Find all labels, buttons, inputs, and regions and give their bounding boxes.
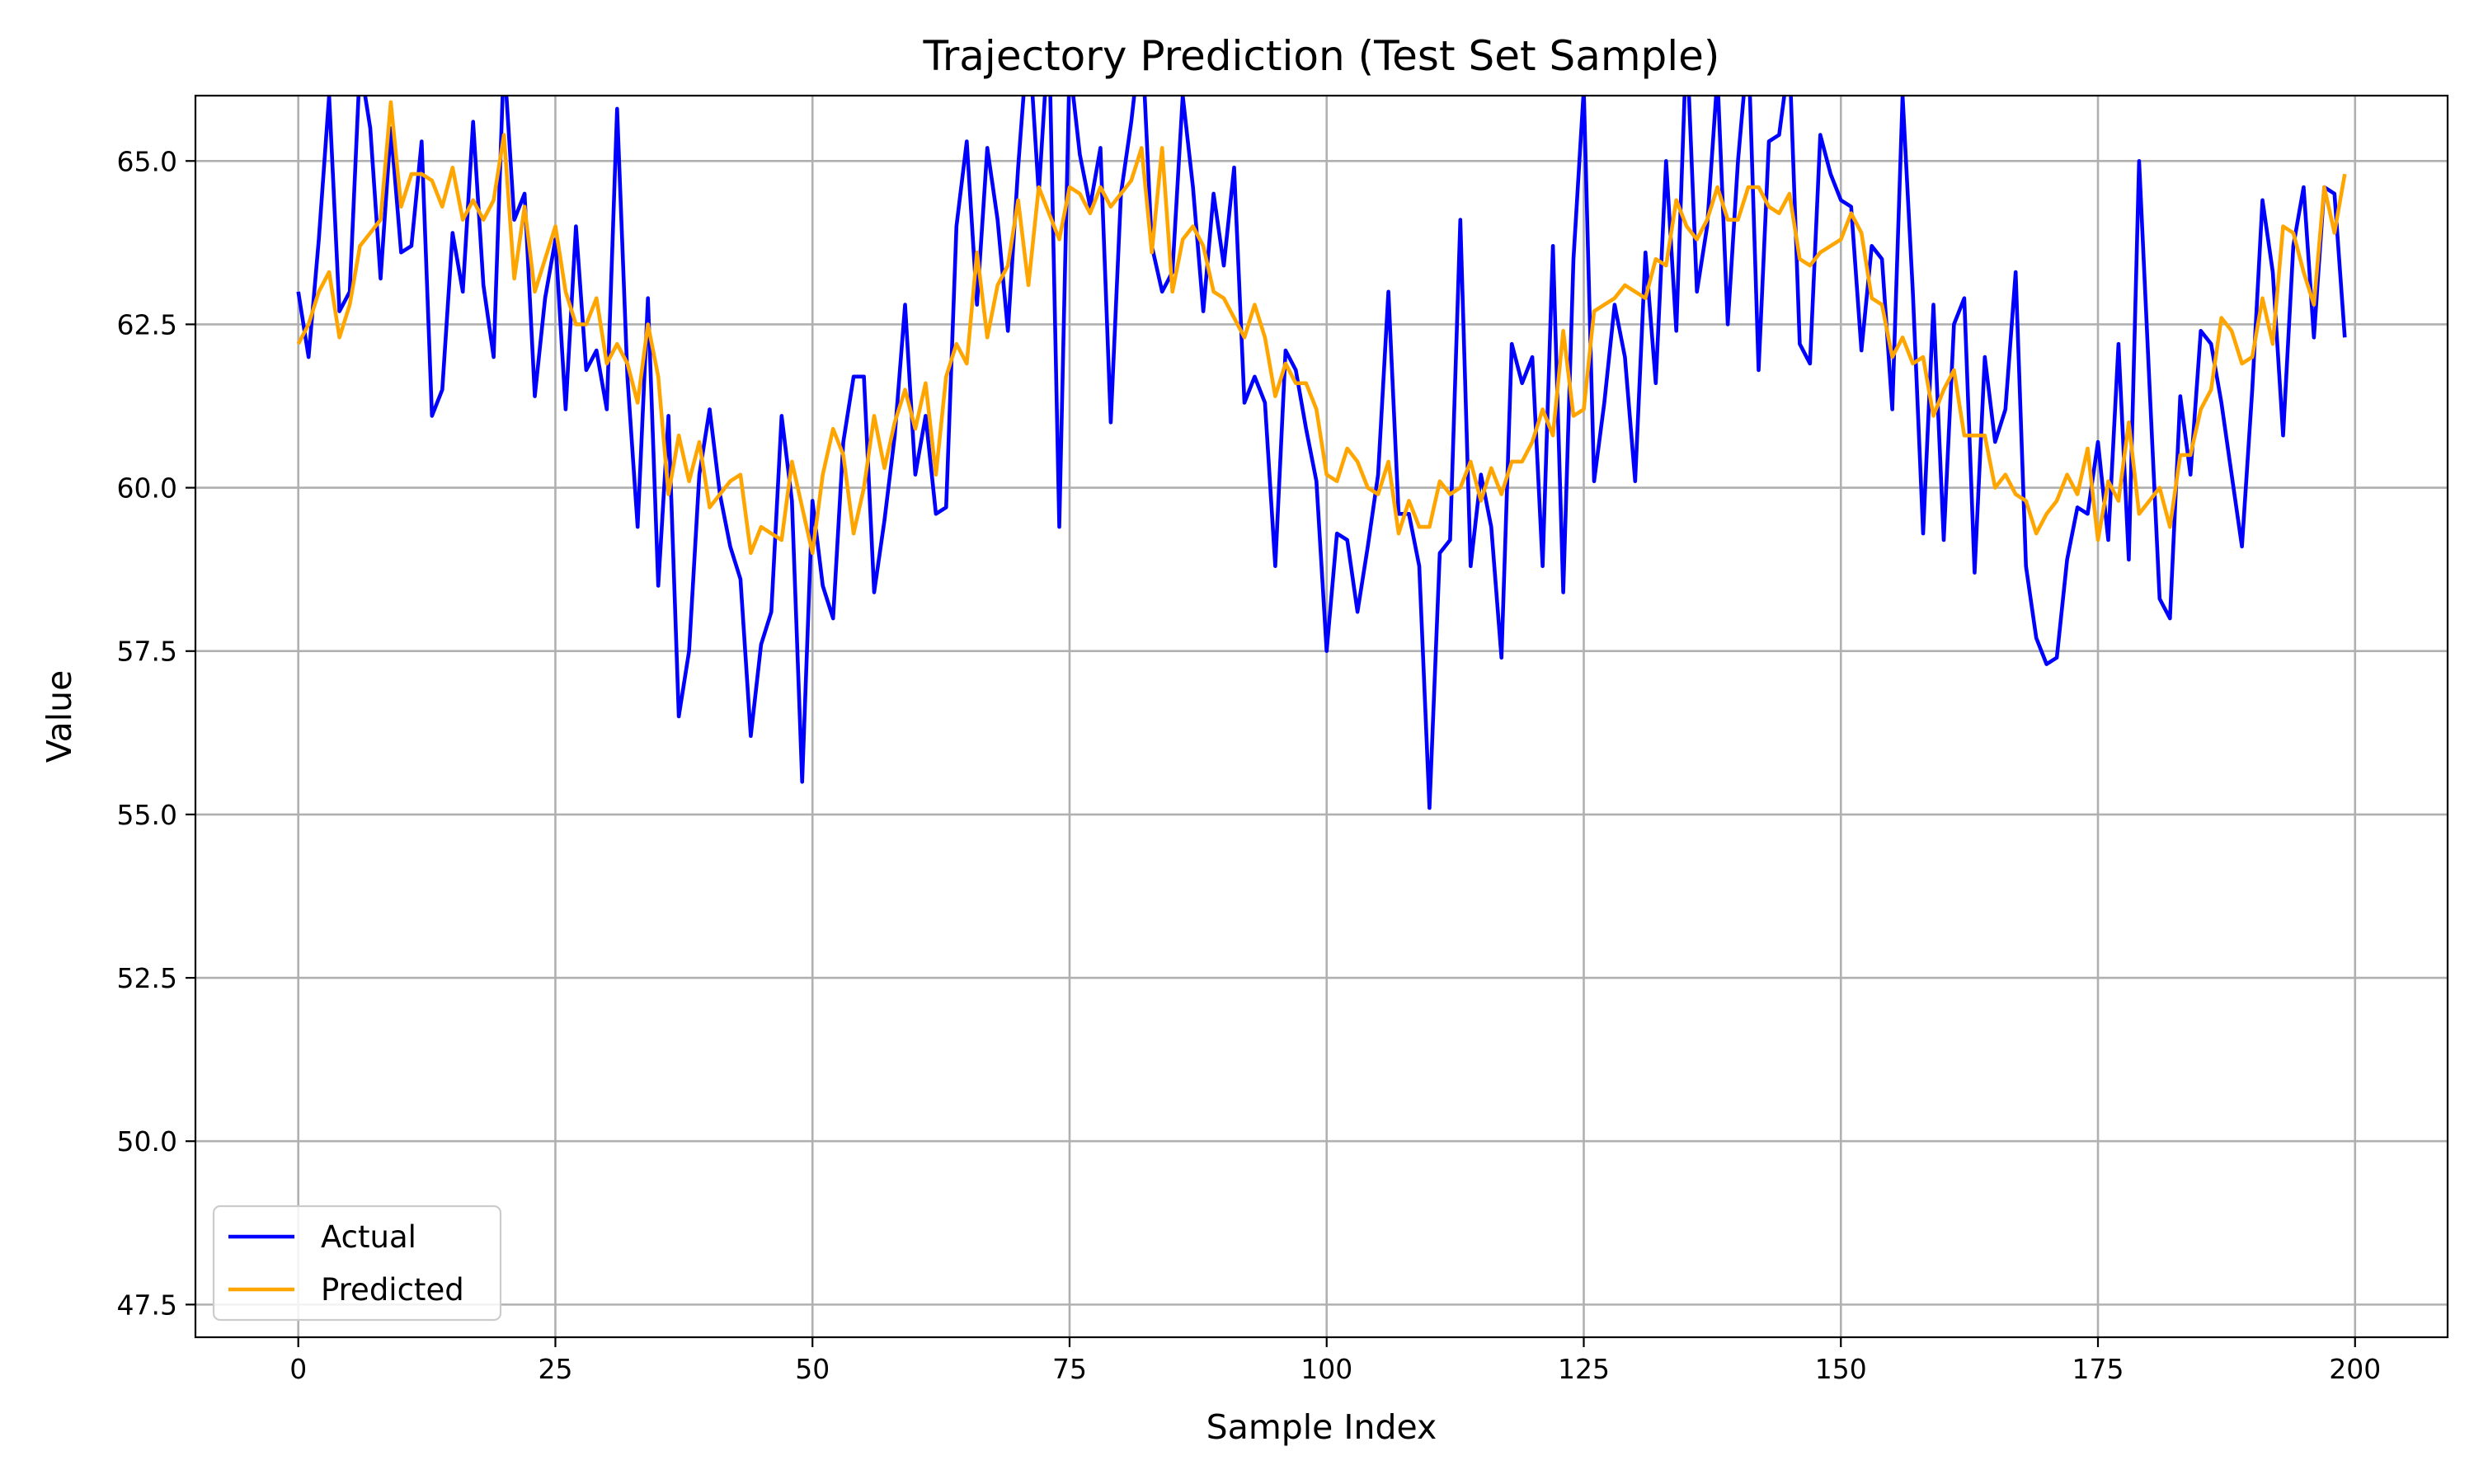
x-tick-label: 75 bbox=[1052, 1353, 1087, 1385]
y-tick-label: 65.0 bbox=[117, 145, 177, 177]
x-tick-label: 0 bbox=[289, 1353, 307, 1385]
y-tick-label: 52.5 bbox=[117, 962, 177, 994]
y-axis: 47.5 50.0 52.5 55.0 57.5 60.0 62.5 65.0 bbox=[117, 145, 195, 1321]
legend: Actual Predicted bbox=[212, 1205, 502, 1322]
y-tick-label: 47.5 bbox=[117, 1289, 177, 1321]
legend-box bbox=[212, 1205, 502, 1322]
x-axis-label: Sample Index bbox=[1206, 1407, 1437, 1447]
y-tick-label: 57.5 bbox=[117, 636, 177, 668]
plot-frame bbox=[194, 94, 2449, 1339]
y-tick-label: 50.0 bbox=[117, 1125, 177, 1158]
x-axis: 0 25 50 75 100 125 150 175 200 bbox=[289, 1337, 2381, 1385]
legend-label-predicted: Predicted bbox=[321, 1272, 464, 1308]
y-tick-label: 55.0 bbox=[117, 799, 177, 831]
y-tick-label: 62.5 bbox=[117, 308, 177, 340]
series-layer bbox=[296, 96, 2347, 810]
x-tick-label: 125 bbox=[1558, 1353, 1610, 1385]
y-axis-label: Value bbox=[40, 670, 79, 763]
x-tick-label: 25 bbox=[538, 1353, 572, 1385]
x-tick-label: 50 bbox=[795, 1353, 830, 1385]
series-line-predicted bbox=[296, 100, 2347, 556]
x-tick-label: 100 bbox=[1300, 1353, 1352, 1385]
x-tick-label: 200 bbox=[2329, 1353, 2381, 1385]
x-tick-label: 150 bbox=[1815, 1353, 1867, 1385]
y-tick-label: 60.0 bbox=[117, 472, 177, 505]
grid bbox=[195, 96, 2448, 1337]
chart-title: Trajectory Prediction (Test Set Sample) bbox=[923, 32, 1720, 80]
legend-label-actual: Actual bbox=[321, 1219, 416, 1255]
series-line-actual bbox=[296, 96, 2347, 810]
x-tick-label: 175 bbox=[2072, 1353, 2124, 1385]
